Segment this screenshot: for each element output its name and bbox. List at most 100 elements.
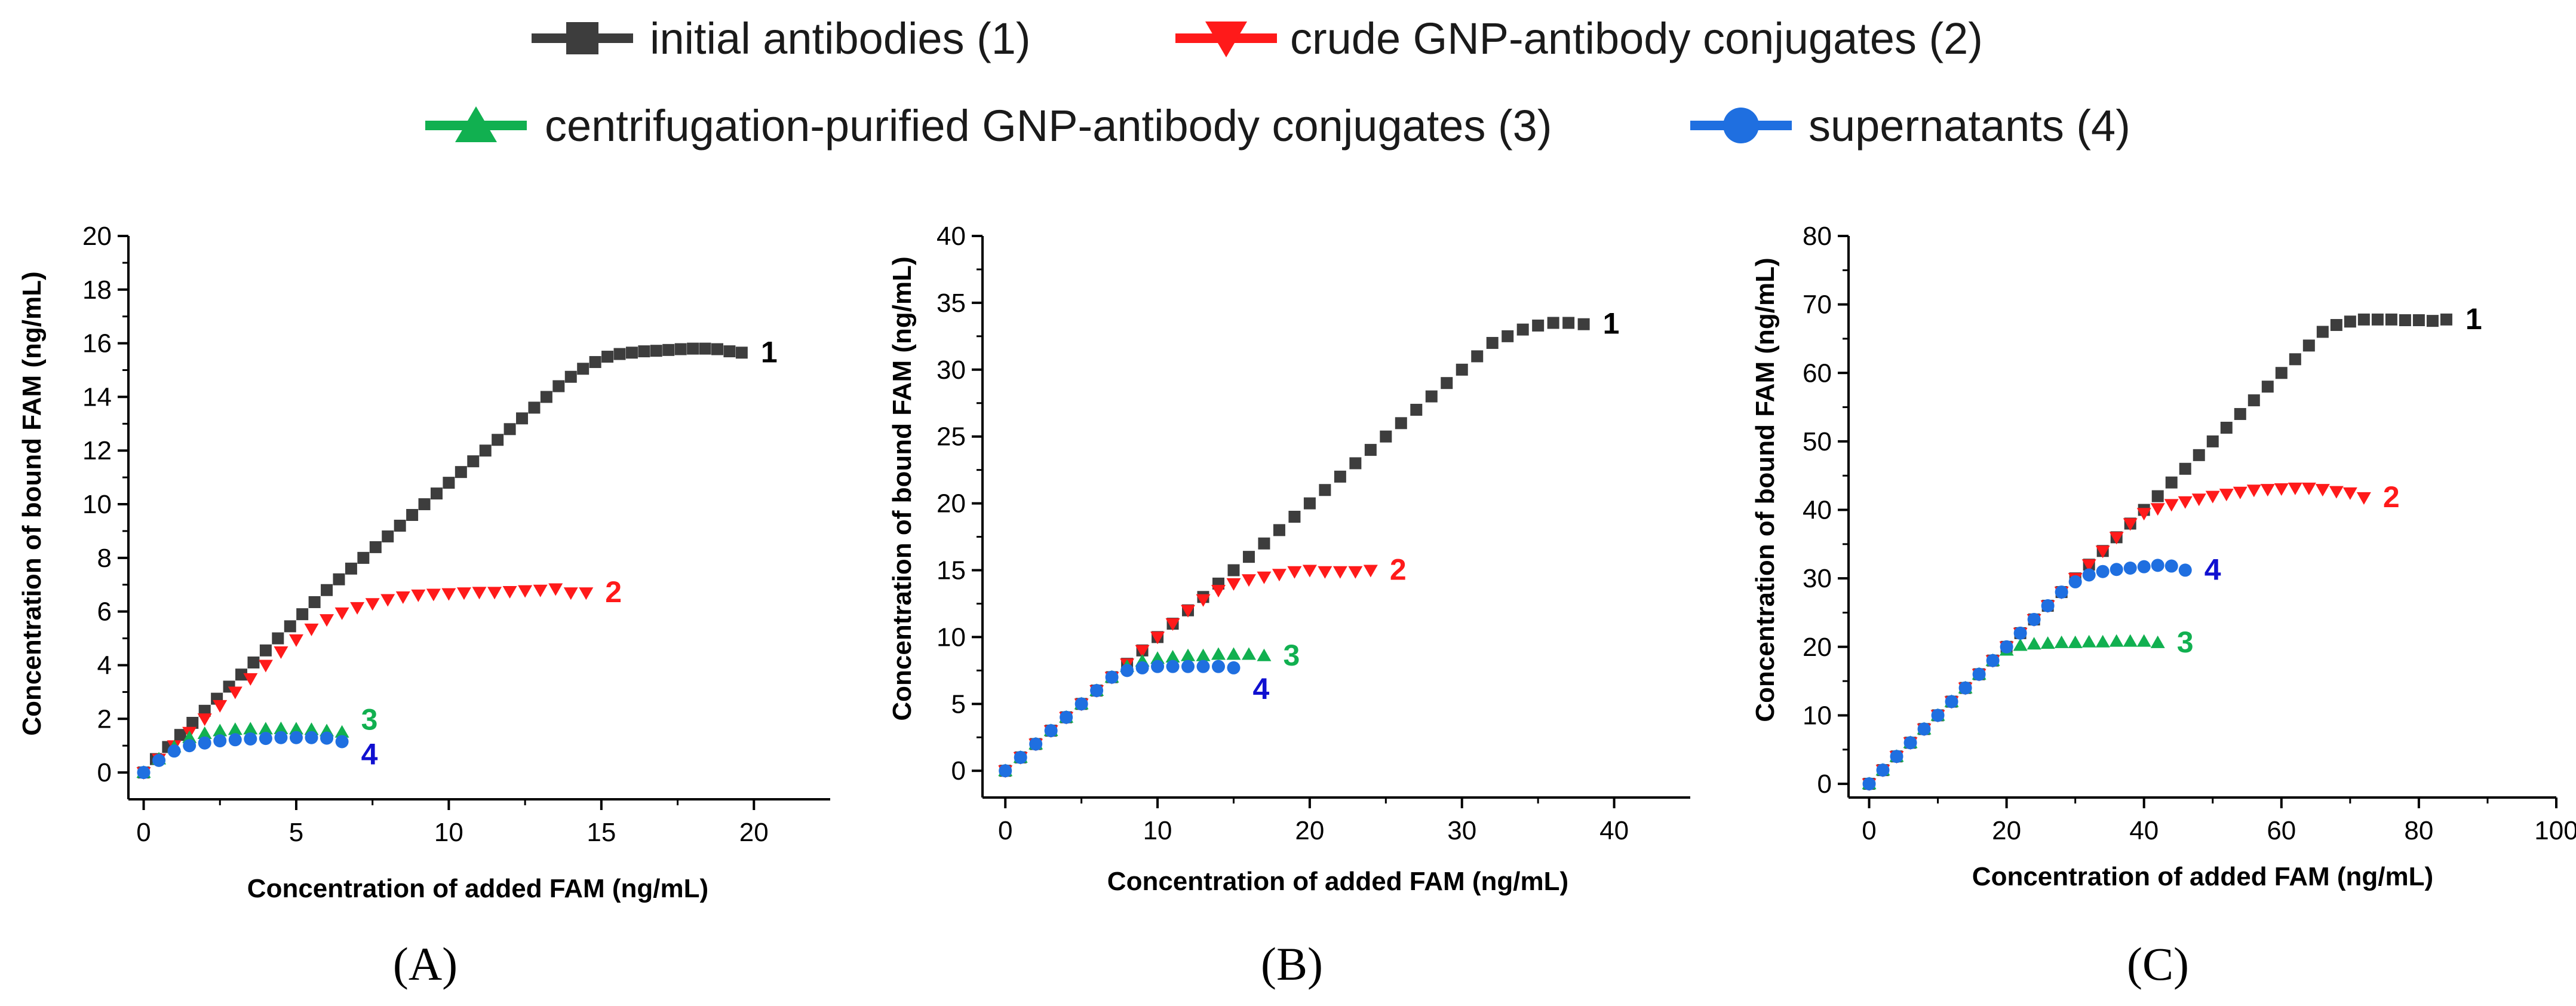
series-s1 [137,342,748,779]
data-point [601,351,614,363]
data-point [228,733,242,747]
data-point [456,587,471,600]
data-point [418,498,431,511]
data-point [247,656,260,668]
data-point [244,732,257,746]
data-point [552,380,565,392]
data-point [518,585,533,598]
data-point [563,587,578,600]
data-point [1319,484,1331,496]
data-point [1288,511,1301,523]
data-point [2261,381,2274,393]
series-label-s1: 1 [2466,302,2482,336]
data-point [662,343,675,356]
data-point [1090,683,1104,697]
data-point [503,423,516,435]
data-point [2055,585,2068,599]
data-point [564,370,577,383]
data-point [2137,560,2151,573]
data-point [441,588,456,601]
series-s3 [1862,634,2165,790]
data-point [2205,490,2220,504]
data-point [335,735,349,749]
y-tick-label: 25 [937,422,966,452]
data-point [1986,654,2000,667]
data-point [197,713,212,726]
data-point [2315,484,2330,497]
data-point [1456,363,1468,376]
data-point [382,530,394,542]
data-point [2109,634,2124,647]
data-point [455,466,467,479]
panel-c: 0 20 40 60 80 100 0 10 20 30 40 50 60 70 80 1 2 3 4 Concen… [1751,222,2576,990]
data-point [235,668,248,681]
data-point [2123,634,2138,647]
data-point [487,587,502,600]
legend-label-s2: crude GNP-antibody conjugates (2) [1290,14,1983,63]
data-point [687,342,699,355]
legend-item-purified-conjugates: centrifugation-purified GNP-antibody con… [425,101,1552,151]
data-point [288,722,303,735]
data-point [394,519,406,532]
data-point [2233,486,2248,499]
data-point [2081,559,2096,572]
data-point [999,764,1012,778]
series-label-s4: 4 [1252,672,1269,706]
data-point [258,660,273,673]
data-point [502,585,517,599]
data-point [1287,566,1302,579]
data-point [650,345,662,357]
y-tick-label: 14 [82,382,112,412]
data-point [1441,377,1453,389]
y-tick-label: 20 [937,489,966,519]
data-point [365,598,380,611]
legend-label-s4: supernatants (4) [1809,101,2130,151]
data-point [540,391,552,403]
data-point [2164,499,2179,512]
y-tick-label: 15 [937,556,966,585]
y-axis-title-b: Concentration of bound FAM (ng/mL) [888,256,917,720]
data-point [467,455,480,468]
x-tick-label: 30 [1447,816,1476,845]
series-label-s4: 4 [361,737,378,771]
data-point [1196,660,1210,673]
x-tick-label: 5 [289,818,303,847]
data-point [1348,566,1363,579]
data-point [333,573,345,585]
y-tick-label: 10 [937,622,966,652]
series-s4 [1862,559,2192,791]
x-axis-title-a: Concentration of added FAM (ng/mL) [247,874,708,903]
data-point [137,766,151,780]
data-point [1958,681,1972,695]
data-point [243,673,258,686]
data-point [243,722,258,735]
data-point [1931,709,1945,722]
data-point [1165,650,1180,663]
data-point [2054,635,2069,648]
data-point [274,721,288,734]
data-point [1486,337,1499,349]
data-point [1532,319,1545,332]
data-point [2371,313,2384,326]
data-point [186,717,199,729]
x-tick-label: 0 [136,818,151,847]
data-point [2027,612,2041,626]
data-point [406,509,419,522]
data-point [167,744,181,758]
data-point [1166,660,1180,673]
data-point [284,620,296,633]
plot-area-b: 0 10 20 30 40 0 5 10 15 20 25 30 35 40 1 2 34 [937,222,1690,845]
data-point [1258,537,1270,550]
data-point [2136,508,2151,521]
data-point [2150,635,2165,648]
data-point [174,729,186,741]
data-point [259,644,272,657]
x-axis-title-c: Concentration of added FAM (ng/mL) [1972,862,2433,891]
x-tick-label: 10 [1143,816,1172,845]
panel-label-c: (C) [2127,938,2189,990]
data-point [334,725,349,738]
data-point [2041,599,2055,613]
y-tick-label: 30 [1803,564,1832,593]
data-point [2095,545,2110,559]
